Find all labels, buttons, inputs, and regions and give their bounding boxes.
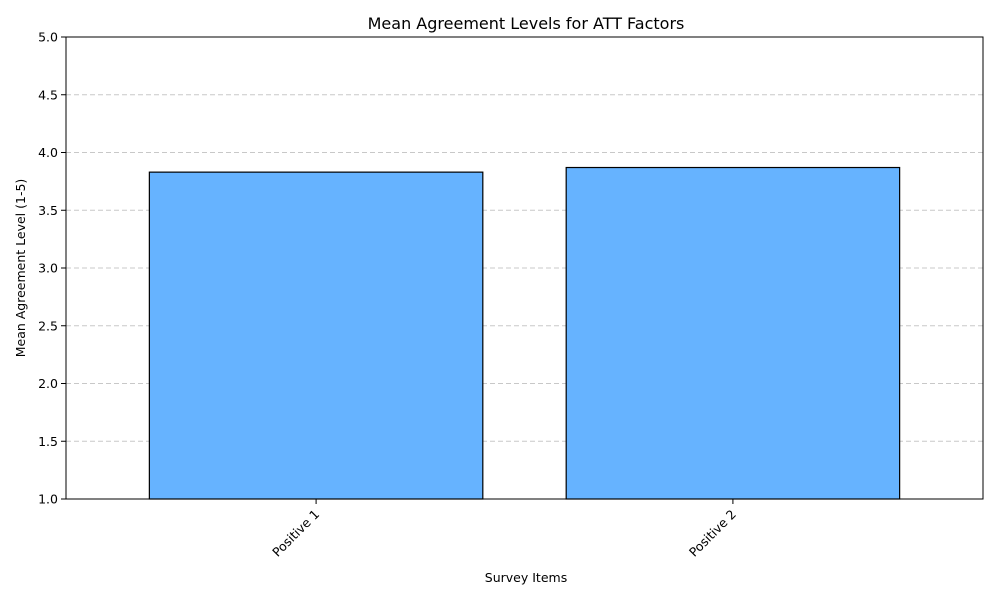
x-axis-label: Survey Items (485, 570, 567, 585)
y-tick-label: 5.0 (38, 30, 58, 45)
y-tick-label: 2.0 (38, 376, 58, 391)
y-tick-label: 3.5 (38, 203, 58, 218)
x-axis: Positive 1 Positive 2 (269, 499, 739, 560)
x-tick-label: Positive 2 (686, 507, 739, 560)
y-tick-label: 1.5 (38, 434, 58, 449)
y-tick-label: 3.0 (38, 261, 58, 276)
y-tick-label: 4.5 (38, 87, 58, 102)
x-tick-label: Positive 1 (269, 507, 322, 560)
y-tick-label: 4.0 (38, 145, 58, 160)
bars (148, 166, 901, 500)
y-tick-label: 1.0 (38, 492, 58, 507)
bar-positive-1 (148, 171, 484, 500)
chart-title: Mean Agreement Levels for ATT Factors (368, 14, 685, 33)
y-axis: 1.0 1.5 2.0 2.5 3.0 3.5 4.0 4.5 5.0 (38, 30, 66, 507)
bar-positive-2 (565, 166, 901, 500)
y-axis-label: Mean Agreement Level (1-5) (13, 179, 28, 358)
y-tick-label: 2.5 (38, 318, 58, 333)
